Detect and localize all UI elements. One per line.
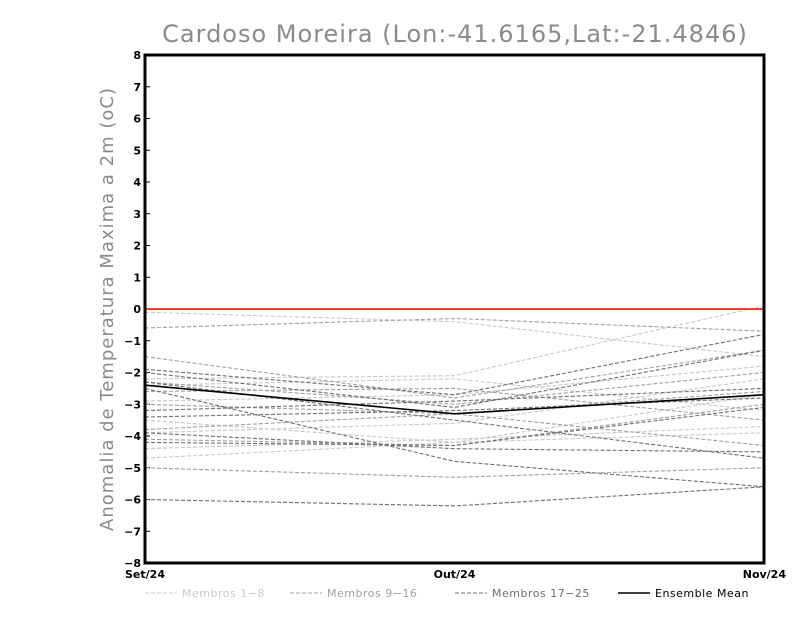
y-tick-label: 4	[133, 176, 141, 189]
member-line	[144, 371, 765, 405]
member-line	[144, 333, 765, 396]
member-line	[144, 365, 765, 402]
y-tick-label: 0	[133, 303, 141, 316]
member-line	[144, 394, 765, 443]
member-line	[144, 406, 765, 447]
member-line	[144, 387, 765, 421]
y-tick-label: −8	[124, 557, 141, 570]
member-line	[144, 387, 765, 412]
y-tick-label: −5	[124, 462, 141, 475]
y-tick-label: −6	[124, 494, 141, 507]
y-tick-label: 5	[133, 144, 141, 157]
y-tick-label: −2	[124, 367, 141, 380]
y-tick-label: −1	[124, 335, 141, 348]
ensemble-mean-line	[144, 384, 765, 415]
member-line	[144, 378, 765, 412]
y-axis-label: Anomalia de Temperatura Maxima a 2m (oC)	[97, 87, 118, 531]
legend: Membros 1−8 Membros 9−16 Membros 17−25 Ense…	[145, 587, 749, 600]
x-tick-label: Out/24	[434, 568, 476, 581]
legend-label: Membros 1−8	[182, 587, 265, 600]
y-tick-label: 3	[133, 208, 141, 221]
member-line	[144, 397, 765, 418]
y-tick-label: 6	[133, 113, 141, 126]
legend-label: Membros 9−16	[327, 587, 417, 600]
y-tick-label: 2	[133, 240, 141, 253]
member-line	[144, 467, 765, 478]
member-line	[144, 349, 765, 399]
member-line	[144, 486, 765, 507]
y-tick-labels: −8 −7 −6 −5 −4 −3 −2 −1 0 1 2 3 4 5 6 7 8	[124, 49, 141, 570]
y-tick-label: 7	[133, 81, 141, 94]
plot-frame	[143, 53, 766, 565]
member-line	[144, 311, 765, 358]
y-tick-label: 8	[133, 49, 141, 62]
member-line	[144, 432, 765, 453]
y-tick-label: −7	[124, 525, 141, 538]
member-line	[144, 349, 765, 408]
chart-title: Cardoso Moreira (Lon:-41.6165,Lat:-21.48…	[162, 20, 748, 48]
member-line	[144, 432, 765, 459]
x-tick-label: Set/24	[125, 568, 165, 581]
member-line	[144, 378, 765, 434]
legend-label: Membros 17−25	[492, 587, 590, 600]
series-lines	[144, 305, 765, 507]
member-line	[144, 425, 765, 450]
y-tick-label: −4	[124, 430, 141, 443]
legend-label: Ensemble Mean	[655, 587, 749, 600]
y-tick-label: −3	[124, 398, 141, 411]
x-tick-label: Nov/24	[743, 568, 787, 581]
x-tick-labels: Set/24 Out/24 Nov/24	[125, 568, 786, 581]
member-line	[144, 387, 765, 488]
member-line	[144, 317, 765, 332]
y-tick-label: 1	[133, 271, 141, 284]
